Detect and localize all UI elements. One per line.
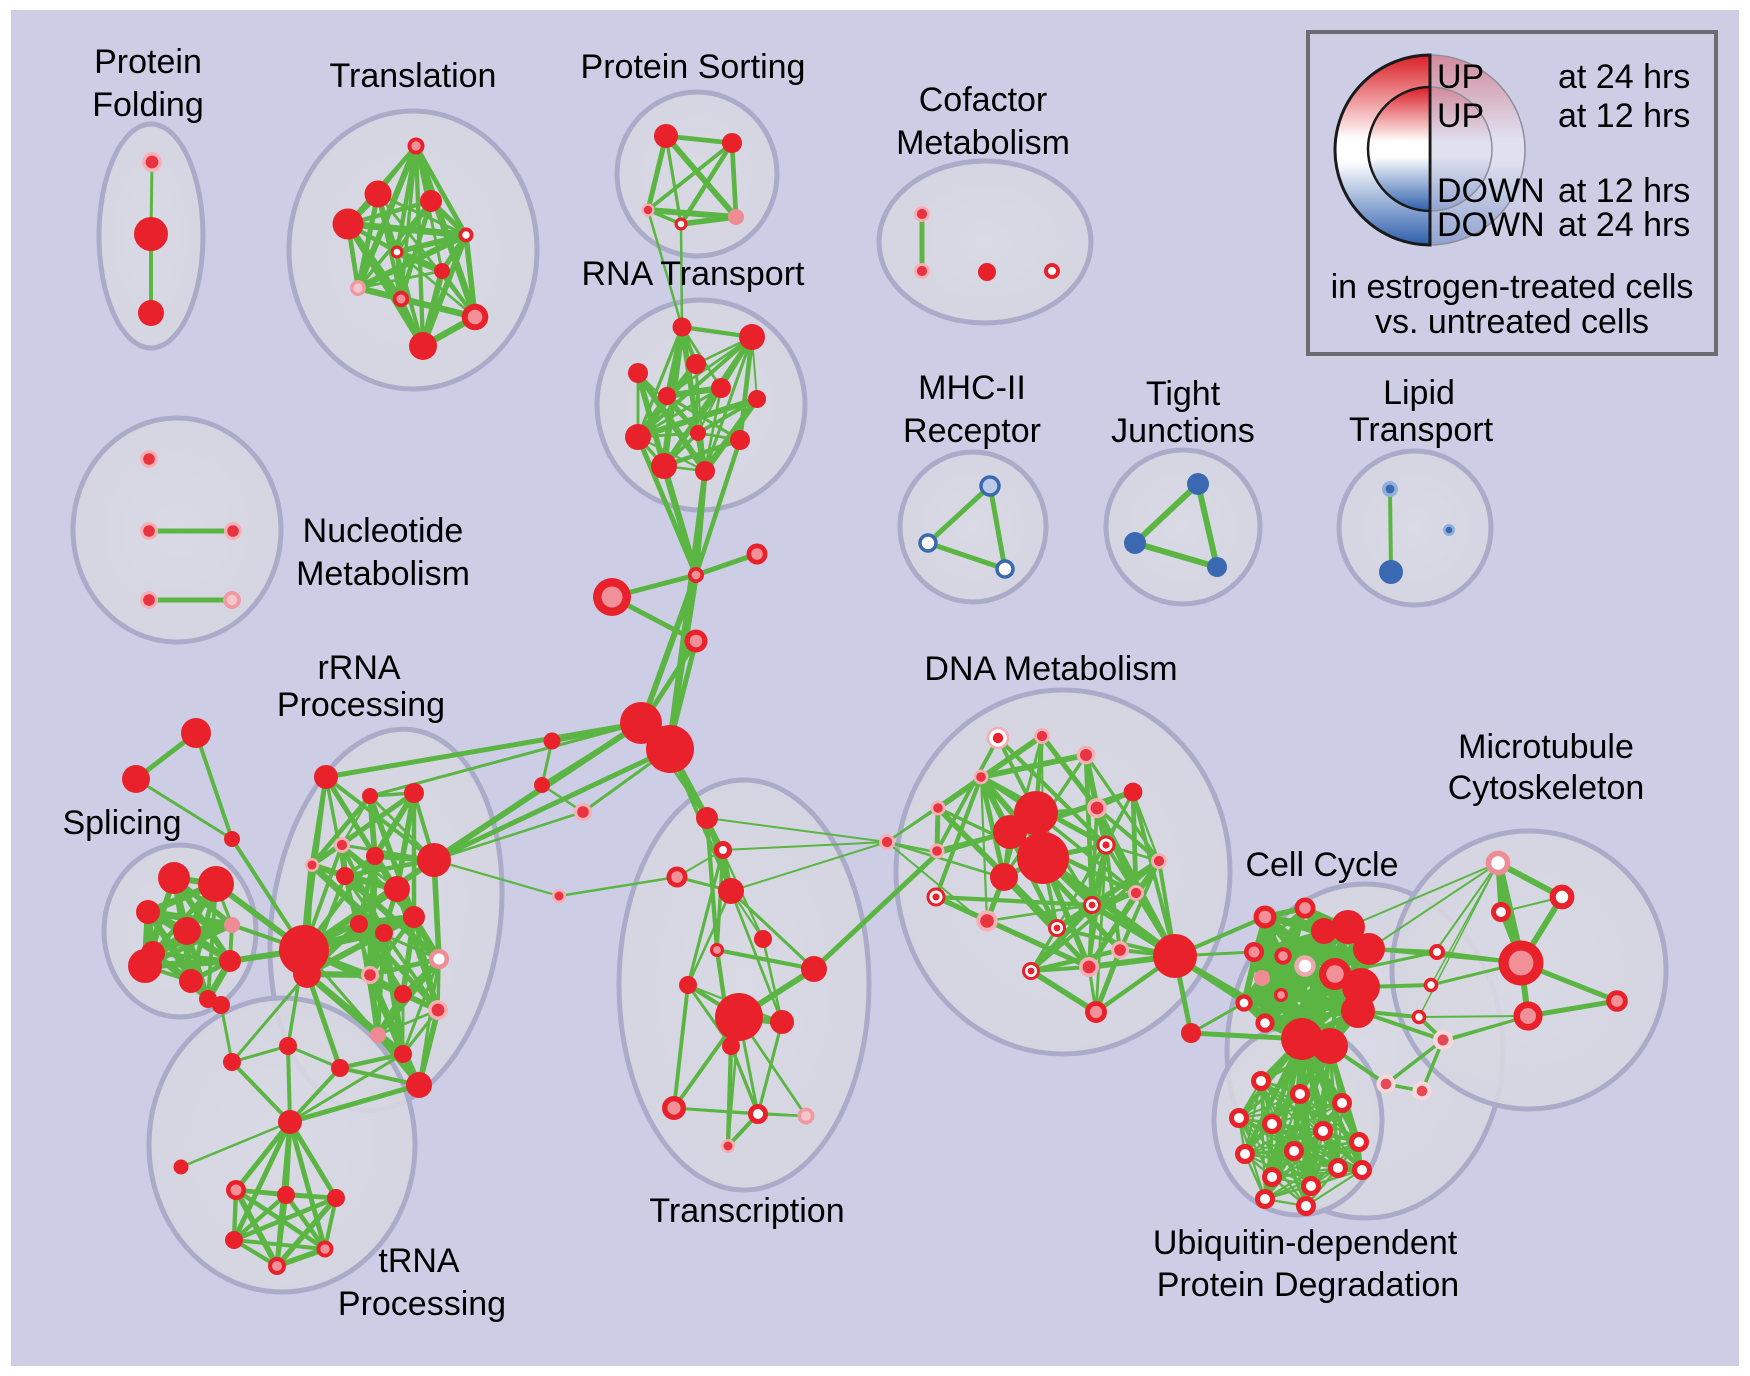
svg-text:Metabolism: Metabolism	[296, 555, 470, 593]
svg-text:Protein Sorting: Protein Sorting	[581, 48, 806, 86]
svg-text:Protein: Protein	[94, 43, 202, 81]
svg-text:Metabolism: Metabolism	[896, 124, 1070, 162]
svg-text:Cytoskeleton: Cytoskeleton	[1448, 769, 1645, 807]
svg-text:Transcription: Transcription	[649, 1192, 844, 1230]
svg-text:in estrogen-treated cells: in estrogen-treated cells	[1331, 268, 1694, 306]
svg-text:Receptor: Receptor	[903, 412, 1041, 450]
svg-text:Translation: Translation	[330, 57, 497, 95]
svg-text:at 24 hrs: at 24 hrs	[1558, 206, 1690, 244]
svg-text:Nucleotide: Nucleotide	[303, 512, 464, 550]
svg-text:Junctions: Junctions	[1111, 412, 1255, 450]
svg-text:rRNA: rRNA	[317, 649, 400, 687]
svg-text:Cell Cycle: Cell Cycle	[1245, 846, 1398, 884]
svg-text:Processing: Processing	[338, 1285, 506, 1323]
svg-text:at 12 hrs: at 12 hrs	[1558, 97, 1690, 135]
svg-text:MHC-II: MHC-II	[918, 369, 1026, 407]
svg-text:Cofactor: Cofactor	[919, 81, 1048, 119]
svg-text:tRNA: tRNA	[378, 1242, 460, 1280]
svg-text:Microtubule: Microtubule	[1458, 728, 1634, 766]
svg-text:vs. untreated cells: vs. untreated cells	[1375, 303, 1649, 341]
svg-text:RNA Transport: RNA Transport	[582, 255, 806, 293]
svg-text:Tight: Tight	[1146, 375, 1221, 413]
svg-text:Folding: Folding	[92, 86, 204, 124]
svg-text:at 24 hrs: at 24 hrs	[1558, 58, 1690, 96]
svg-text:DOWN: DOWN	[1437, 206, 1545, 244]
svg-text:at 12 hrs: at 12 hrs	[1558, 172, 1690, 210]
svg-text:Processing: Processing	[277, 686, 445, 724]
svg-text:Lipid: Lipid	[1383, 374, 1455, 412]
svg-text:Protein Degradation: Protein Degradation	[1157, 1266, 1459, 1304]
svg-text:DNA Metabolism: DNA Metabolism	[924, 650, 1177, 688]
svg-text:DOWN: DOWN	[1437, 172, 1545, 210]
svg-text:Ubiquitin-dependent: Ubiquitin-dependent	[1153, 1224, 1458, 1262]
svg-text:Transport: Transport	[1349, 411, 1494, 449]
svg-text:UP: UP	[1437, 97, 1484, 135]
svg-text:Splicing: Splicing	[62, 804, 181, 842]
svg-text:UP: UP	[1437, 58, 1484, 96]
